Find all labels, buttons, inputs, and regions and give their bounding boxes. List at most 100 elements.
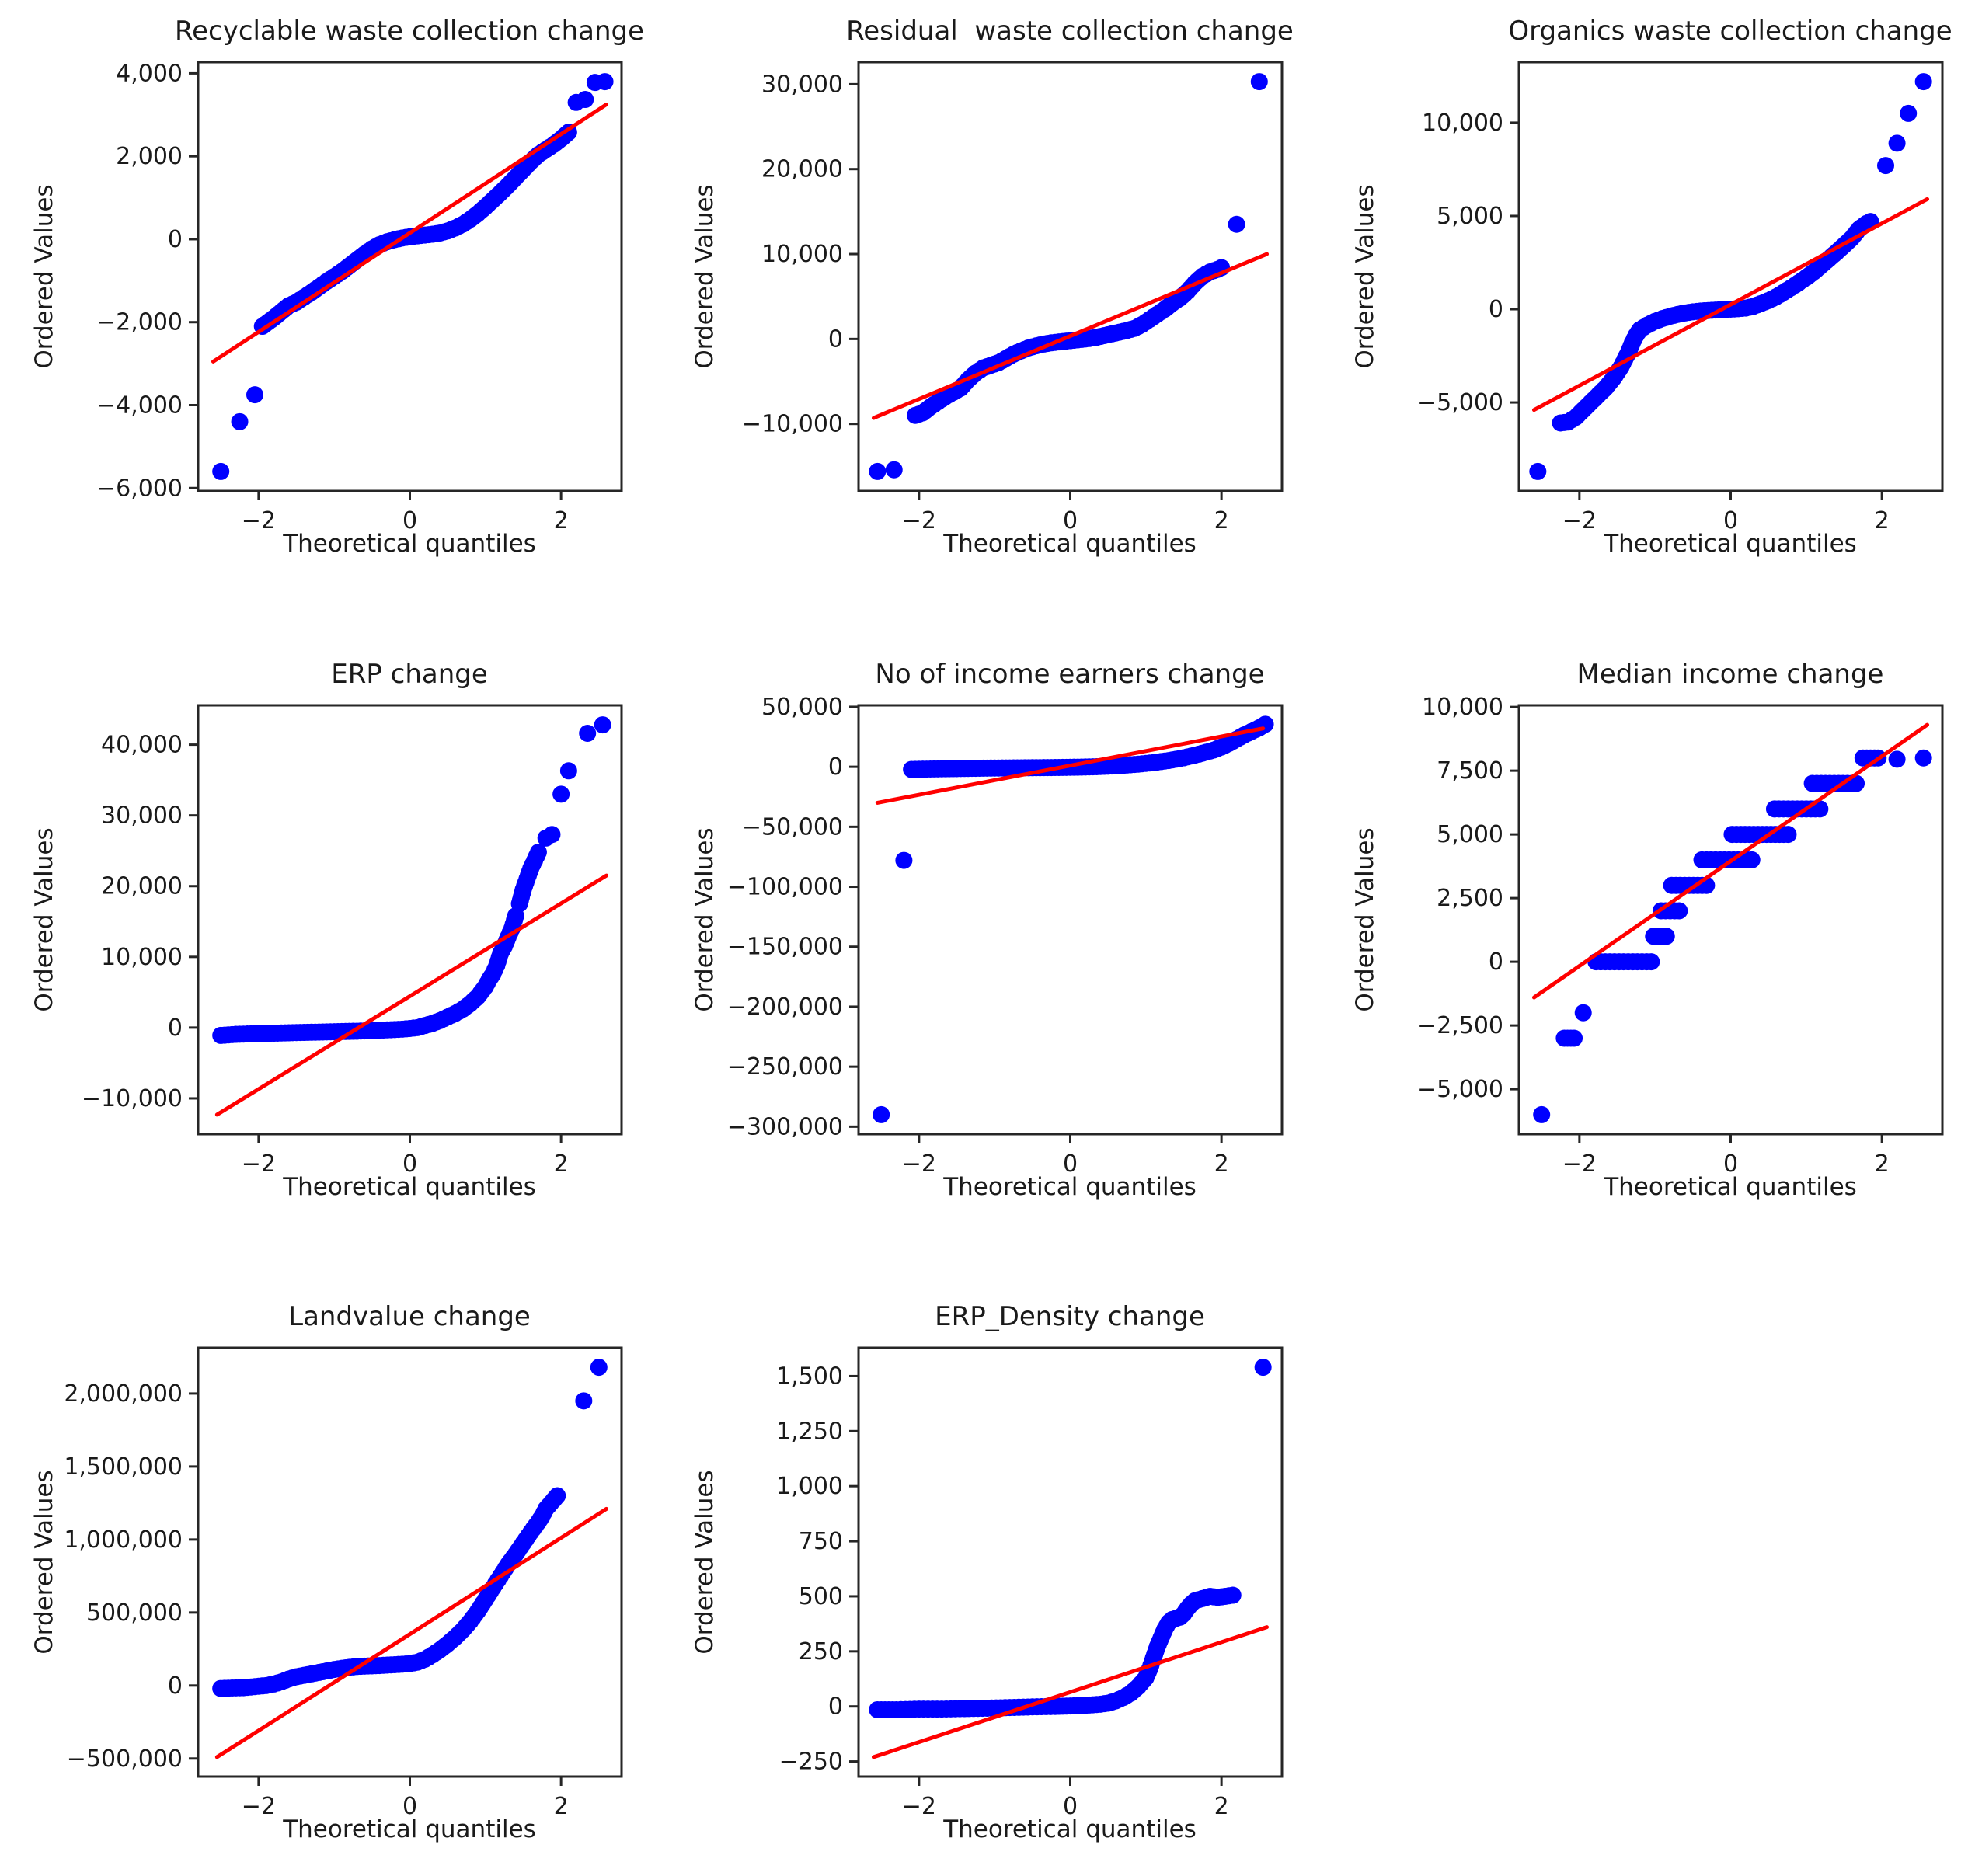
svg-text:500: 500: [799, 1583, 843, 1610]
svg-text:20,000: 20,000: [101, 873, 183, 900]
svg-text:750: 750: [799, 1528, 843, 1555]
svg-text:−2,500: −2,500: [1417, 1012, 1503, 1039]
svg-text:0: 0: [168, 226, 183, 253]
svg-text:4,000: 4,000: [116, 60, 183, 87]
svg-text:0: 0: [168, 1672, 183, 1700]
plot-title: Landvalue change: [288, 1301, 531, 1332]
svg-text:10,000: 10,000: [761, 241, 843, 268]
plot-title: Median income change: [1576, 659, 1884, 690]
svg-text:50,000: 50,000: [761, 694, 843, 721]
x-axis-label: Theoretical quantiles: [283, 1173, 536, 1201]
svg-text:−50,000: −50,000: [742, 813, 843, 841]
svg-text:−500,000: −500,000: [67, 1745, 183, 1773]
svg-text:1,500,000: 1,500,000: [64, 1453, 183, 1481]
qq-plot-residual-waste: Residual waste collection change Ordered…: [660, 0, 1322, 643]
svg-text:2: 2: [554, 1793, 569, 1820]
svg-text:−2: −2: [1562, 1150, 1597, 1178]
svg-text:2,000: 2,000: [116, 143, 183, 170]
svg-text:1,250: 1,250: [776, 1418, 843, 1445]
x-axis-label: Theoretical quantiles: [283, 1815, 536, 1843]
svg-text:40,000: 40,000: [101, 732, 183, 759]
svg-text:2: 2: [1875, 1150, 1890, 1178]
svg-text:−250,000: −250,000: [727, 1053, 843, 1081]
qq-plot-recyclable-waste: Recyclable waste collection change Order…: [0, 0, 661, 643]
svg-text:30,000: 30,000: [761, 71, 843, 98]
plot-title: ERP_Density change: [935, 1301, 1205, 1332]
svg-text:−2: −2: [242, 1793, 276, 1820]
svg-text:2: 2: [554, 1150, 569, 1178]
svg-text:0: 0: [1723, 1150, 1738, 1178]
qq-plot-erp-density: ERP_Density change Ordered Values −2 0 2 1,…: [660, 1286, 1322, 1876]
plot-title: ERP change: [331, 659, 488, 690]
svg-text:500,000: 500,000: [86, 1599, 183, 1627]
svg-text:0: 0: [1723, 507, 1738, 534]
svg-text:1,000: 1,000: [776, 1473, 843, 1500]
x-axis-label: Theoretical quantiles: [943, 1173, 1197, 1201]
svg-text:0: 0: [1063, 1793, 1078, 1820]
svg-text:−5,000: −5,000: [1417, 1076, 1503, 1103]
svg-text:0: 0: [1063, 507, 1078, 534]
svg-text:−2: −2: [1562, 507, 1597, 534]
svg-text:0: 0: [828, 325, 843, 353]
svg-text:0: 0: [828, 1693, 843, 1721]
svg-text:−6,000: −6,000: [96, 475, 183, 502]
x-axis-label: Theoretical quantiles: [943, 530, 1197, 558]
svg-text:10,000: 10,000: [101, 944, 183, 971]
plot-title: Organics waste collection change: [1508, 16, 1952, 47]
plot-title: No of income earners change: [875, 659, 1265, 690]
plot-canvas-recyclable-waste: −2 0 2 4,000 2,000 0 −2,000 −4,000 −6,000: [96, 60, 623, 534]
x-axis-label: Theoretical quantiles: [1604, 530, 1857, 558]
svg-text:250: 250: [799, 1638, 843, 1665]
svg-text:10,000: 10,000: [1422, 110, 1503, 137]
svg-text:0: 0: [168, 1015, 183, 1042]
svg-text:−300,000: −300,000: [727, 1113, 843, 1140]
svg-text:0: 0: [402, 1793, 417, 1820]
x-axis-label: Theoretical quantiles: [283, 530, 536, 558]
svg-text:−4,000: −4,000: [96, 392, 183, 419]
plot-canvas-organics-waste: −2 0 2 10,000 5,000 0 −5,000: [1417, 61, 1944, 534]
svg-text:5,000: 5,000: [1437, 821, 1503, 848]
plot-title: Residual waste collection change: [846, 16, 1294, 47]
svg-text:0: 0: [1489, 296, 1503, 323]
svg-text:−10,000: −10,000: [82, 1085, 183, 1112]
svg-text:−2: −2: [902, 1793, 936, 1820]
svg-text:−2: −2: [902, 507, 936, 534]
svg-text:2,000,000: 2,000,000: [64, 1380, 183, 1408]
svg-text:2,500: 2,500: [1437, 885, 1503, 912]
svg-text:20,000: 20,000: [761, 156, 843, 183]
qq-plot-median-income: Median income change Ordered Values −2 0 2…: [1321, 643, 1982, 1286]
svg-text:30,000: 30,000: [101, 802, 183, 830]
svg-text:0: 0: [402, 1150, 417, 1178]
svg-text:0: 0: [828, 754, 843, 781]
qq-plot-landvalue: Landvalue change Ordered Values −2 0 2 2,00…: [0, 1286, 661, 1876]
qq-plot-erp-change: ERP change Ordered Values −2 0 2 40,000 30,0…: [0, 643, 661, 1286]
x-axis-label: Theoretical quantiles: [943, 1815, 1197, 1843]
svg-text:7,500: 7,500: [1437, 757, 1503, 785]
svg-text:0: 0: [1489, 948, 1503, 976]
plot-canvas-median-income: −2 0 2 10,000 7,500 5,000 2,500 0 −2,500 −5,000: [1417, 694, 1944, 1178]
svg-text:10,000: 10,000: [1422, 694, 1503, 721]
svg-text:0: 0: [402, 507, 417, 534]
svg-text:−200,000: −200,000: [727, 994, 843, 1021]
svg-text:−2: −2: [242, 1150, 276, 1178]
svg-text:2: 2: [1875, 507, 1890, 534]
qq-plot-income-earners: No of income earners change Ordered Valu…: [660, 643, 1322, 1286]
svg-text:−2: −2: [242, 507, 276, 534]
plot-canvas-income-earners: −2 0 2 50,000 0 −50,000 −100,000 −150,000 −200,0…: [727, 694, 1284, 1178]
svg-text:2: 2: [554, 507, 569, 534]
plot-canvas-residual-waste: −2 0 2 30,000 20,000 10,000 0 −10,000: [742, 61, 1284, 534]
svg-text:1,500: 1,500: [776, 1363, 843, 1390]
qq-plot-organics-waste: Organics waste collection change Ordered…: [1321, 0, 1982, 643]
plot-canvas-erp-change: −2 0 2 40,000 30,000 20,000 10,000 0 −10,000: [82, 704, 623, 1178]
svg-text:−5,000: −5,000: [1417, 389, 1503, 416]
plot-canvas-landvalue: −2 0 2 2,000,000 1,500,000 1,000,000 500,000 0 −…: [64, 1346, 623, 1820]
svg-text:2: 2: [1214, 1150, 1229, 1178]
x-axis-label: Theoretical quantiles: [1604, 1173, 1857, 1201]
svg-text:0: 0: [1063, 1150, 1078, 1178]
svg-text:−100,000: −100,000: [727, 874, 843, 901]
svg-text:2: 2: [1214, 1793, 1229, 1820]
svg-text:−250: −250: [779, 1749, 843, 1776]
svg-text:−150,000: −150,000: [727, 934, 843, 961]
svg-text:5,000: 5,000: [1437, 203, 1503, 230]
